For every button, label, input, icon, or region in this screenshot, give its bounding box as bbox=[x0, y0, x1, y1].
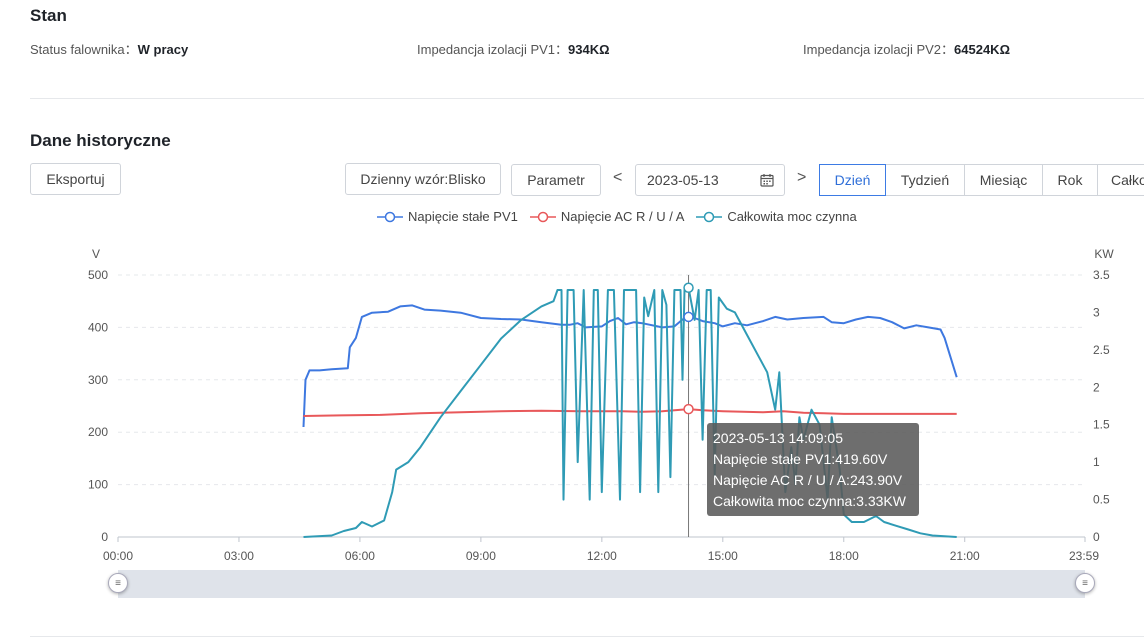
left-axis-unit: V bbox=[92, 247, 100, 261]
x-tick-label: 23:59 bbox=[1069, 549, 1099, 563]
x-tick-label: 06:00 bbox=[345, 549, 375, 563]
legend-pv1-label: Napięcie stałe PV1 bbox=[408, 209, 518, 224]
chart-tooltip: 2023-05-13 14:09:05 Napięcie stałe PV1:4… bbox=[707, 423, 919, 516]
tooltip-ac-value: Napięcie AC R / U / A:243.90V bbox=[713, 472, 903, 488]
right-tick-label: 3 bbox=[1093, 305, 1100, 319]
tooltip-power-value: Całkowita moc czynna:3.33KW bbox=[713, 493, 906, 509]
tab-year[interactable]: Rok bbox=[1042, 164, 1098, 196]
inverter-status: Status falownika：W pracy bbox=[30, 39, 188, 58]
parameter-button[interactable]: Parametr bbox=[511, 164, 601, 196]
prev-date-chevron-icon[interactable]: < bbox=[613, 169, 623, 186]
left-tick-label: 200 bbox=[88, 425, 108, 439]
history-section-title: Dane historyczne bbox=[30, 131, 171, 150]
x-tick-label: 21:00 bbox=[950, 549, 980, 563]
history-chart[interactable]: V KW 0 100 200 300 400 500 0 0.5 1 1.5 2 2.5 3 3.5 00:00… bbox=[0, 0, 1144, 600]
hover-marker-ac bbox=[683, 403, 694, 415]
tooltip-time: 2023-05-13 14:09:05 bbox=[713, 430, 843, 446]
legend-power-marker-icon bbox=[696, 211, 723, 222]
legend-pv1-marker-icon bbox=[377, 211, 403, 222]
hover-marker-pv1 bbox=[683, 311, 694, 323]
tab-day[interactable]: Dzień bbox=[819, 164, 886, 196]
daily-pattern-button[interactable]: Dzienny wzór:Blisko bbox=[345, 163, 501, 195]
chart-legend: Napięcie stałe PV1 Napięcie AC R / U / A… bbox=[377, 209, 869, 224]
right-tick-label: 0 bbox=[1093, 530, 1100, 544]
bottom-divider bbox=[30, 636, 1144, 637]
zoom-slider-left-handle[interactable]: ≡ bbox=[108, 573, 128, 593]
pv1-insulation-impedance: Impedancja izolacji PV1：934KΩ bbox=[417, 39, 610, 58]
pv2-insulation-impedance: Impedancja izolacji PV2：64524KΩ bbox=[803, 39, 1010, 58]
date-value: 2023-05-13 bbox=[647, 172, 719, 188]
tooltip-pv1-value: Napięcie stałe PV1:419.60V bbox=[713, 451, 888, 467]
left-tick-label: 500 bbox=[88, 268, 108, 282]
pv1-impedance-value: 934KΩ bbox=[568, 42, 610, 57]
pv1-impedance-label: Impedancja izolacji PV1： bbox=[417, 42, 569, 57]
legend-item-pv1[interactable]: Napięcie stałe PV1 bbox=[377, 209, 518, 224]
series-line-active-power bbox=[303, 286, 957, 538]
right-axis-unit: KW bbox=[1094, 247, 1114, 261]
period-tabs: Dzień Tydzień Miesiąc Rok Całkowity bbox=[819, 164, 1144, 196]
right-tick-label: 1 bbox=[1093, 455, 1100, 469]
x-tick-label: 12:00 bbox=[587, 549, 617, 563]
hover-marker-power bbox=[683, 282, 694, 293]
export-button[interactable]: Eksportuj bbox=[30, 163, 121, 195]
right-tick-label: 3.5 bbox=[1093, 268, 1110, 282]
right-tick-label: 2.5 bbox=[1093, 343, 1110, 357]
date-picker-input[interactable]: 2023-05-13 bbox=[635, 164, 785, 196]
series-line-pv1-voltage bbox=[302, 304, 958, 428]
section-divider bbox=[30, 98, 1144, 99]
right-tick-label: 0.5 bbox=[1093, 493, 1110, 507]
tab-month[interactable]: Miesiąc bbox=[964, 164, 1043, 196]
left-tick-label: 100 bbox=[88, 478, 108, 492]
x-tick-label: 15:00 bbox=[708, 549, 738, 563]
next-date-chevron-icon[interactable]: > bbox=[797, 169, 807, 186]
status-section-title: Stan bbox=[30, 6, 67, 25]
x-tick-label: 03:00 bbox=[224, 549, 254, 563]
calendar-icon bbox=[760, 174, 774, 187]
pv2-impedance-value: 64524KΩ bbox=[954, 42, 1010, 57]
legend-item-ac[interactable]: Napięcie AC R / U / A bbox=[529, 209, 685, 224]
right-tick-label: 2 bbox=[1093, 380, 1100, 394]
legend-item-power[interactable]: Całkowita moc czynna bbox=[696, 209, 857, 224]
left-tick-label: 0 bbox=[101, 530, 108, 544]
inverter-status-value: W pracy bbox=[137, 42, 189, 57]
x-tick-label: 09:00 bbox=[466, 549, 496, 563]
left-tick-label: 400 bbox=[88, 320, 108, 334]
series-line-ac-voltage bbox=[303, 408, 957, 417]
x-tick-label: 00:00 bbox=[103, 549, 133, 563]
x-tick-label: 18:00 bbox=[829, 549, 859, 563]
zoom-slider-track[interactable] bbox=[118, 570, 1085, 598]
left-tick-label: 300 bbox=[88, 373, 108, 387]
tab-week[interactable]: Tydzień bbox=[885, 164, 965, 196]
inverter-status-label: Status falownika： bbox=[30, 42, 138, 57]
zoom-slider-right-handle[interactable]: ≡ bbox=[1075, 573, 1095, 593]
legend-power-label: Całkowita moc czynna bbox=[727, 209, 857, 224]
tab-total[interactable]: Całkowity bbox=[1097, 164, 1144, 196]
legend-ac-marker-icon bbox=[529, 211, 556, 222]
pv2-impedance-label: Impedancja izolacji PV2： bbox=[803, 42, 955, 57]
right-tick-label: 1.5 bbox=[1093, 418, 1110, 432]
legend-ac-label: Napięcie AC R / U / A bbox=[560, 209, 685, 224]
